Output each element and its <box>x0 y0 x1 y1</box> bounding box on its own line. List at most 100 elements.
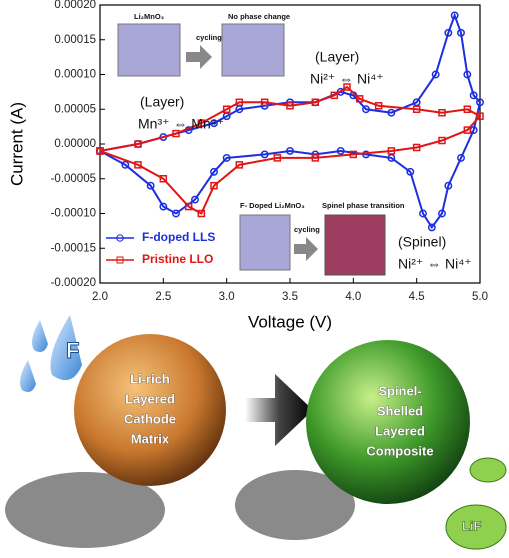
marker <box>134 161 142 169</box>
leaf <box>469 457 507 483</box>
marker <box>463 105 472 113</box>
inset-label: No phase change <box>228 12 290 21</box>
marker <box>362 105 370 114</box>
x-tick-label: 4.5 <box>409 291 425 303</box>
sphere-label: Composite <box>366 443 433 458</box>
annotation: (Layer) <box>140 94 184 110</box>
sphere-label: Shelled <box>377 403 423 418</box>
marker <box>457 153 465 162</box>
marker <box>96 147 104 155</box>
y-tick-label: 0.00015 <box>54 34 96 46</box>
marker <box>286 102 294 110</box>
x-axis-label: Voltage (V) <box>248 312 332 331</box>
y-tick-label: -0.00015 <box>51 242 96 254</box>
inset-arrow <box>186 45 212 69</box>
sem-image <box>235 470 355 540</box>
marker <box>406 167 415 176</box>
leaf <box>445 504 507 550</box>
marker <box>235 98 244 107</box>
marker <box>463 126 472 134</box>
marker <box>134 140 142 148</box>
marker <box>197 209 206 218</box>
y-axis-label: Current (A) <box>7 102 26 186</box>
marker <box>191 195 199 204</box>
layered-sphere <box>74 334 226 486</box>
inset-arrow <box>294 237 318 261</box>
x-tick-label: 3.0 <box>219 291 235 303</box>
y-tick-label: -0.00010 <box>51 208 96 220</box>
sphere-label: Layered <box>125 391 175 406</box>
y-tick-label: -0.00005 <box>51 173 96 185</box>
sphere-labels: Li-rich Layered Cathode Matrix Spinel- Shelle… <box>124 371 434 459</box>
marker <box>450 11 459 20</box>
marker <box>438 108 446 117</box>
y-tick-label: 0.00020 <box>54 0 96 11</box>
marker <box>463 70 472 79</box>
marker <box>222 153 231 162</box>
sem-image <box>5 472 165 548</box>
inset-bottom: F- Doped Li₂MnO₃ Spinel phase transition… <box>239 201 405 276</box>
process-arrow <box>245 374 313 446</box>
annotation: (Spinel) <box>398 234 446 250</box>
marker <box>444 181 453 190</box>
marker <box>431 70 440 79</box>
marker <box>438 209 446 218</box>
marker <box>172 129 180 138</box>
spinel-sphere <box>306 340 470 504</box>
marker <box>273 154 282 162</box>
leaf-label: LiF <box>462 518 482 533</box>
marker <box>330 91 339 100</box>
illustration: F LiF <box>5 315 507 550</box>
x-tick-label: 5.0 <box>472 291 488 303</box>
y-tick-label: 0.00010 <box>54 69 96 81</box>
inset-label: cycling <box>294 225 320 234</box>
annotation: Ni²⁺ ⇔ Ni⁴⁺ <box>398 256 472 272</box>
marker <box>355 95 364 103</box>
crystal <box>239 214 291 271</box>
marker <box>121 160 130 169</box>
marker <box>469 91 478 100</box>
y-tick-label: 0.00000 <box>54 138 96 150</box>
drop <box>32 320 48 352</box>
marker <box>260 98 269 107</box>
x-tick-label: 3.5 <box>282 291 298 303</box>
spinel <box>324 214 386 276</box>
legend-marker <box>116 256 124 264</box>
sphere-label: Layered <box>375 423 425 438</box>
inset-label: Li₂MnO₃ <box>134 12 165 21</box>
drop <box>20 360 36 392</box>
marker <box>476 112 484 120</box>
inset-label: F- Doped Li₂MnO₃ <box>240 201 305 210</box>
sphere-label: Spinel- <box>378 383 421 398</box>
annotation: Ni²⁺ ⇔ Ni⁴⁺ <box>310 71 384 87</box>
marker <box>387 147 396 155</box>
marker <box>172 209 180 218</box>
sphere-label: Matrix <box>131 431 170 446</box>
marker <box>210 167 218 176</box>
marker <box>222 105 231 113</box>
marker <box>235 161 244 169</box>
marker <box>387 108 396 117</box>
marker <box>444 28 453 37</box>
legend-label: Pristine LLO <box>142 252 213 266</box>
x-tick-label: 2.5 <box>155 291 171 303</box>
marker <box>260 150 269 159</box>
annotation: (Layer) <box>315 49 359 65</box>
marker <box>343 83 351 91</box>
cv-curve <box>99 85 482 215</box>
sphere-label: Li-rich <box>130 371 170 386</box>
dopant-label: F <box>66 338 79 363</box>
x-tick-label: 2.0 <box>92 291 108 303</box>
x-tick-label: 4.0 <box>345 291 361 303</box>
marker <box>419 209 427 218</box>
y-tick-label: 0.00005 <box>54 103 96 115</box>
marker <box>412 105 421 113</box>
marker <box>311 154 320 162</box>
marker <box>336 147 345 155</box>
marker <box>210 181 218 190</box>
marker <box>476 98 484 107</box>
marker <box>427 223 436 232</box>
marker <box>286 147 294 155</box>
cv-plot: 0.00020 0.00015 0.00010 0.00005 0.00000 -0.00… <box>7 0 488 331</box>
